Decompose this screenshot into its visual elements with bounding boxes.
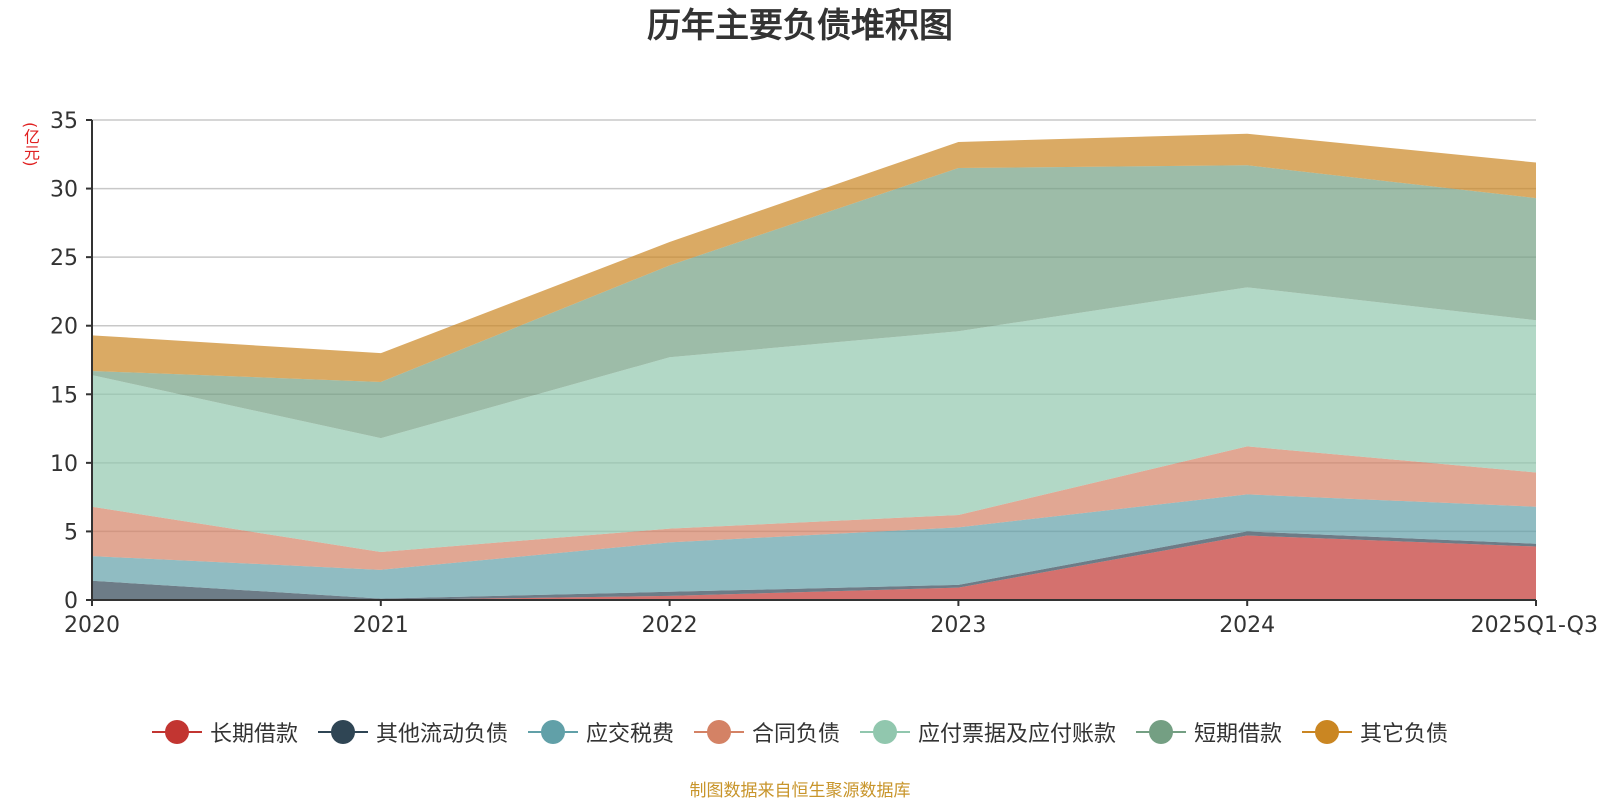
area-series-2[interactable] xyxy=(92,531,1536,600)
legend-marker-icon xyxy=(317,720,368,744)
axes: 0 5 10 15 20 25 30 35 2020 2021 2022 2023 2024 2025Q1… xyxy=(50,109,1598,638)
y-tick-label: 25 xyxy=(50,246,78,271)
y-tick-label: 0 xyxy=(64,589,78,614)
data-source-note: 制图数据来自恒生聚源数据库 xyxy=(689,781,911,801)
legend-label: 应付票据及应付账款 xyxy=(918,722,1117,747)
legend-item-1[interactable]: 长期借款 xyxy=(151,716,298,748)
area-series-6[interactable] xyxy=(92,165,1536,439)
legend-label: 其他流动负债 xyxy=(375,722,508,747)
y-axis-unit-label: (亿元) xyxy=(21,122,40,167)
area-series-4[interactable] xyxy=(92,446,1536,570)
legend-label: 合同负债 xyxy=(751,722,840,747)
x-tick-label: 2024 xyxy=(1219,613,1275,638)
y-tick-label: 20 xyxy=(50,315,78,340)
area-series-3[interactable] xyxy=(92,494,1536,599)
legend-marker-icon xyxy=(693,720,744,744)
y-tick-label: 10 xyxy=(50,452,78,477)
legend-marker-icon xyxy=(1302,720,1353,744)
x-tick-label: 2025Q1-Q3 xyxy=(1471,613,1598,638)
y-tick-label: 30 xyxy=(50,178,78,203)
legend-marker-icon xyxy=(151,720,202,744)
legend-label: 其它负债 xyxy=(1360,722,1449,747)
legend-marker-icon xyxy=(860,720,910,744)
legend-label: 应交税费 xyxy=(585,722,674,747)
area-series-1[interactable] xyxy=(92,535,1536,600)
x-tick-label: 2021 xyxy=(353,613,409,638)
legend-marker-icon xyxy=(1136,720,1187,744)
legend-item-4[interactable]: 合同负债 xyxy=(693,716,840,748)
legend-item-2[interactable]: 其他流动负债 xyxy=(317,716,508,748)
area-series-7[interactable] xyxy=(92,133,1536,382)
legend: 长期借款 其他流动负债 应交税费 合同负债 应付票据及应付账款 短期借款 其它负债 xyxy=(0,714,1600,750)
x-tick-label: 2022 xyxy=(642,613,698,638)
area-series-layer xyxy=(92,133,1536,600)
y-tick-label: 15 xyxy=(50,383,78,408)
legend-marker-icon xyxy=(527,720,578,744)
legend-item-6[interactable]: 短期借款 xyxy=(1136,716,1282,748)
legend-label: 短期借款 xyxy=(1194,722,1283,747)
legend-item-7[interactable]: 其它负债 xyxy=(1302,716,1448,748)
legend-label: 长期借款 xyxy=(209,722,298,747)
y-tick-label: 5 xyxy=(64,520,78,545)
legend-item-5[interactable]: 应付票据及应付账款 xyxy=(860,716,1116,748)
x-tick-label: 2020 xyxy=(64,613,120,638)
y-tick-label: 35 xyxy=(50,109,78,134)
area-series-5[interactable] xyxy=(92,287,1536,552)
legend-item-3[interactable]: 应交税费 xyxy=(527,716,674,748)
chart-title: 历年主要负债堆积图 xyxy=(647,6,953,46)
x-tick-label: 2023 xyxy=(930,613,986,638)
